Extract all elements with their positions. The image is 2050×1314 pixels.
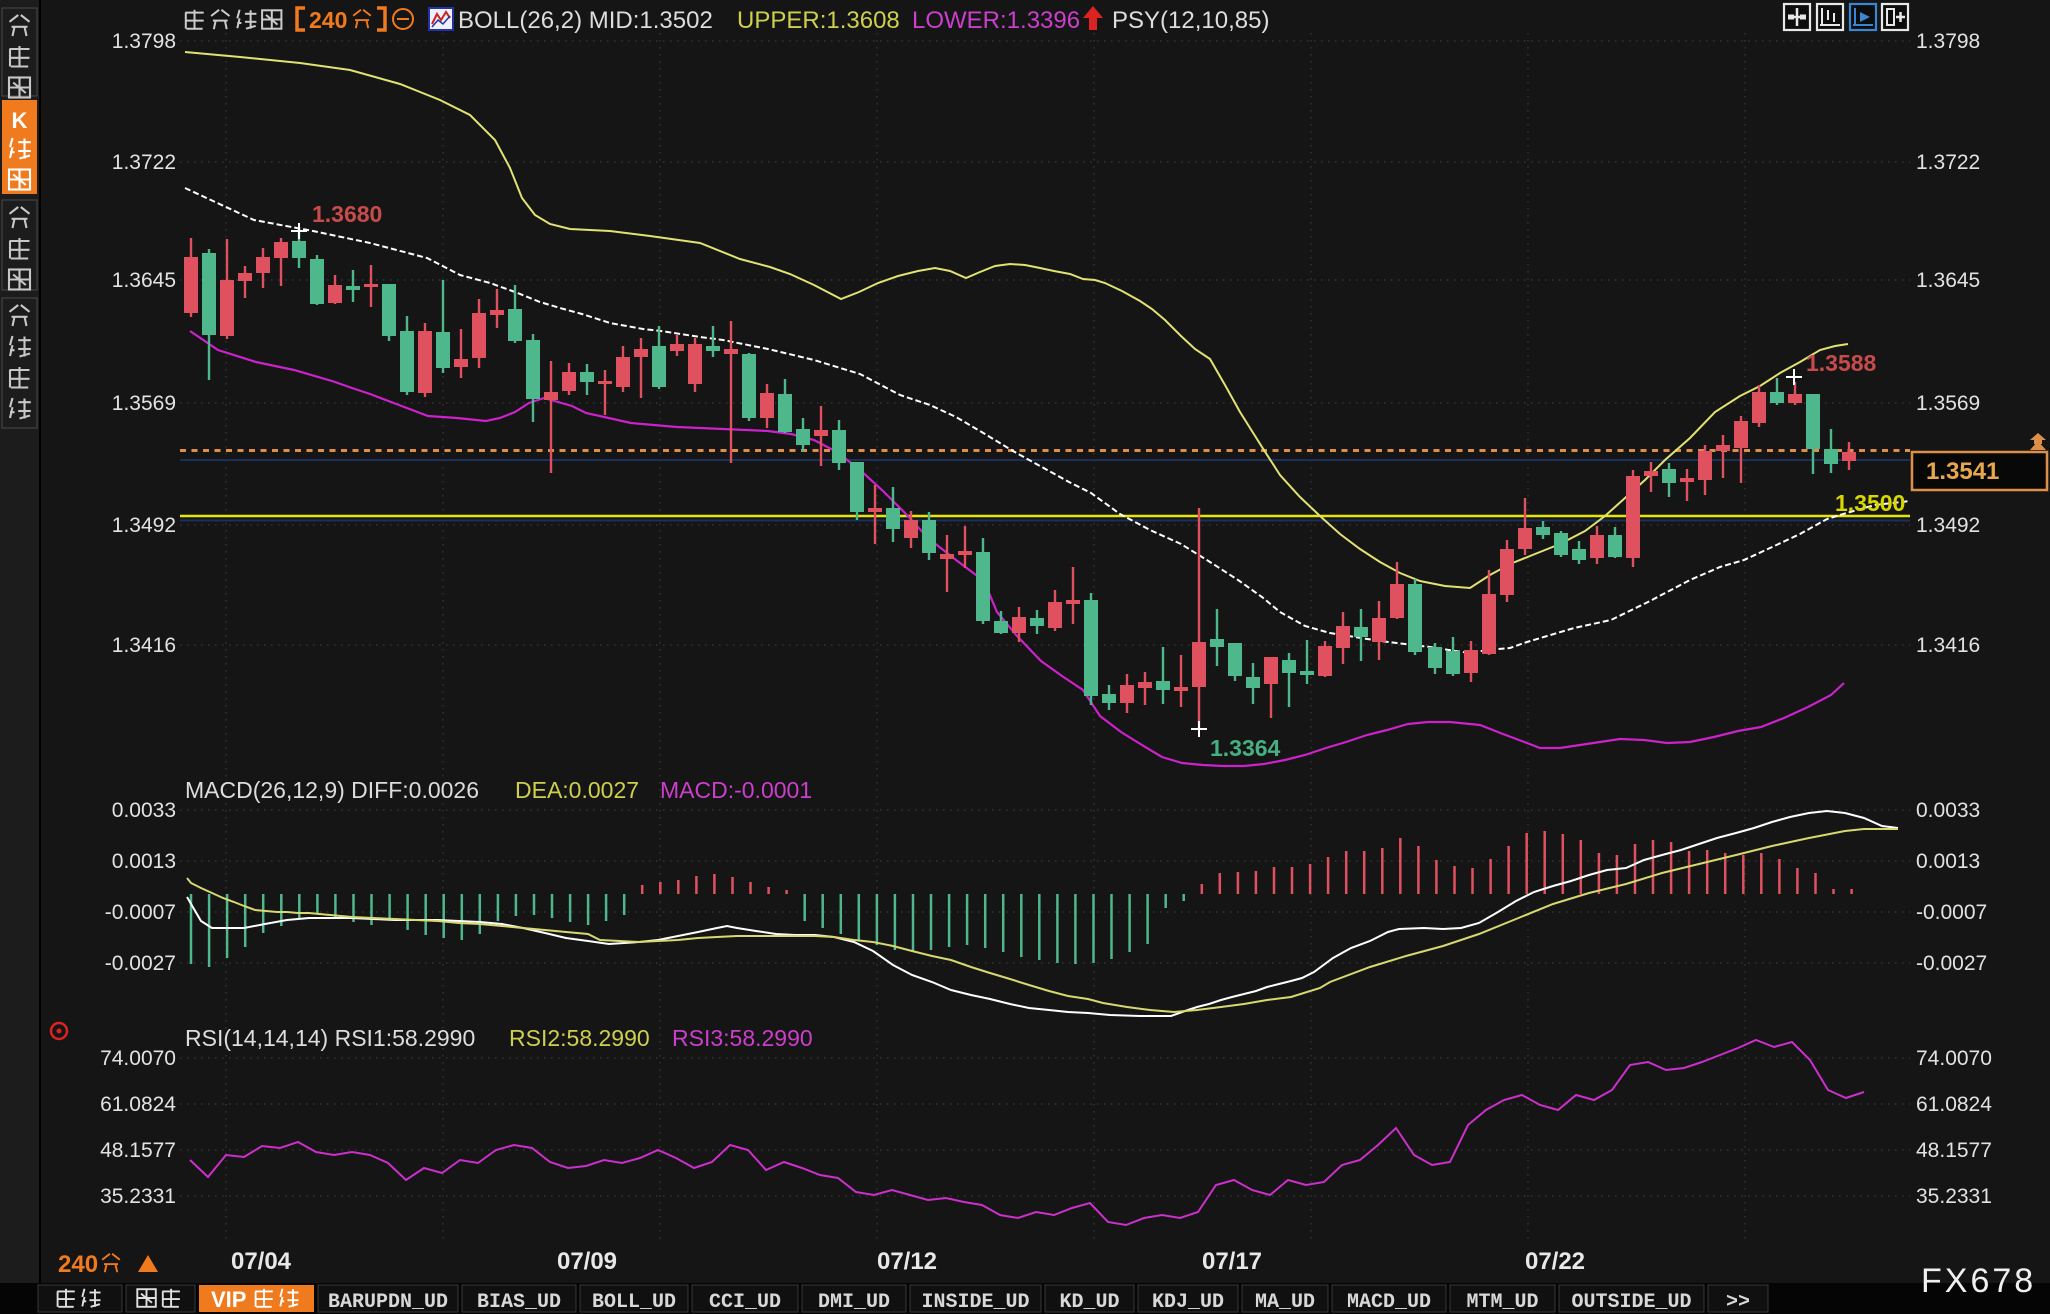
svg-text:RSI(14,14,14) RSI1:58.2990: RSI(14,14,14) RSI1:58.2990 (185, 1025, 475, 1051)
svg-text:48.1577: 48.1577 (1916, 1139, 1992, 1162)
svg-text:MTM_UD: MTM_UD (1466, 1291, 1538, 1314)
svg-text:0.0033: 0.0033 (1916, 799, 1980, 822)
svg-text:0.0013: 0.0013 (1916, 850, 1980, 873)
svg-text:74.0070: 74.0070 (100, 1047, 176, 1070)
svg-text:61.0824: 61.0824 (100, 1093, 176, 1116)
svg-text:>>: >> (1726, 1291, 1750, 1314)
svg-text:BIAS_UD: BIAS_UD (477, 1291, 561, 1314)
svg-text:1.3416: 1.3416 (1916, 634, 1980, 657)
svg-text:1.3722: 1.3722 (112, 151, 176, 174)
svg-text:CCI_UD: CCI_UD (709, 1291, 781, 1314)
svg-text:MA_UD: MA_UD (1255, 1291, 1315, 1314)
svg-text:07/09: 07/09 (557, 1248, 617, 1275)
svg-text:1.3798: 1.3798 (1916, 30, 1980, 53)
svg-text:35.2331: 35.2331 (1916, 1185, 1992, 1208)
svg-text:FX678: FX678 (1921, 1262, 2036, 1300)
svg-text:UPPER:1.3608: UPPER:1.3608 (737, 7, 900, 34)
svg-text:240: 240 (309, 7, 347, 33)
svg-text:INSIDE_UD: INSIDE_UD (921, 1291, 1029, 1314)
svg-text:-0.0027: -0.0027 (105, 952, 176, 975)
svg-text:35.2331: 35.2331 (100, 1185, 176, 1208)
svg-text:-0.0027: -0.0027 (1916, 952, 1987, 975)
svg-text:KD_UD: KD_UD (1059, 1291, 1119, 1314)
svg-text:1.3500: 1.3500 (1835, 490, 1905, 516)
svg-text:1.3416: 1.3416 (112, 634, 176, 657)
svg-text:PSY(12,10,85): PSY(12,10,85) (1112, 7, 1269, 34)
svg-text:1.3569: 1.3569 (1916, 392, 1980, 415)
svg-text:61.0824: 61.0824 (1916, 1093, 1992, 1116)
svg-text:BARUPDN_UD: BARUPDN_UD (328, 1291, 448, 1314)
svg-text:07/17: 07/17 (1202, 1248, 1262, 1275)
svg-text:07/22: 07/22 (1525, 1248, 1585, 1275)
svg-text:VIP: VIP (211, 1287, 246, 1312)
svg-text:1.3645: 1.3645 (112, 269, 176, 292)
svg-text:1.3541: 1.3541 (1926, 458, 1999, 485)
svg-text:1.3492: 1.3492 (1916, 514, 1980, 537)
svg-text:74.0070: 74.0070 (1916, 1047, 1992, 1070)
svg-text:0.0033: 0.0033 (112, 799, 176, 822)
svg-text:K: K (12, 108, 28, 133)
svg-text:07/12: 07/12 (877, 1248, 937, 1275)
svg-text:1.3645: 1.3645 (1916, 269, 1980, 292)
svg-text:1.3364: 1.3364 (1210, 735, 1281, 761)
svg-text:RSI2:58.2990: RSI2:58.2990 (509, 1025, 650, 1051)
svg-text:240: 240 (58, 1251, 98, 1278)
svg-text:1.3680: 1.3680 (312, 201, 382, 227)
svg-text:RSI3:58.2990: RSI3:58.2990 (672, 1025, 813, 1051)
svg-text:-0.0007: -0.0007 (1916, 901, 1987, 924)
svg-text:LOWER:1.3396: LOWER:1.3396 (912, 7, 1080, 34)
svg-text:1.3798: 1.3798 (112, 30, 176, 53)
svg-text:BOLL_UD: BOLL_UD (592, 1291, 676, 1314)
svg-text:-0.0007: -0.0007 (105, 901, 176, 924)
svg-text:KDJ_UD: KDJ_UD (1152, 1291, 1224, 1314)
svg-text:MACD:-0.0001: MACD:-0.0001 (660, 777, 812, 803)
svg-text:DEA:0.0027: DEA:0.0027 (515, 777, 639, 803)
svg-text:1.3492: 1.3492 (112, 514, 176, 537)
svg-text:07/04: 07/04 (231, 1248, 292, 1275)
svg-text:1.3722: 1.3722 (1916, 151, 1980, 174)
svg-text:0.0013: 0.0013 (112, 850, 176, 873)
svg-text:MACD(26,12,9) DIFF:0.0026: MACD(26,12,9) DIFF:0.0026 (185, 777, 479, 803)
svg-text:OUTSIDE_UD: OUTSIDE_UD (1571, 1291, 1691, 1314)
svg-text:MACD_UD: MACD_UD (1347, 1291, 1431, 1314)
svg-text:BOLL(26,2) MID:1.3502: BOLL(26,2) MID:1.3502 (458, 7, 713, 34)
svg-text:DMI_UD: DMI_UD (818, 1291, 890, 1314)
svg-text:48.1577: 48.1577 (100, 1139, 176, 1162)
svg-text:1.3588: 1.3588 (1806, 350, 1877, 376)
svg-text:1.3569: 1.3569 (112, 392, 176, 415)
